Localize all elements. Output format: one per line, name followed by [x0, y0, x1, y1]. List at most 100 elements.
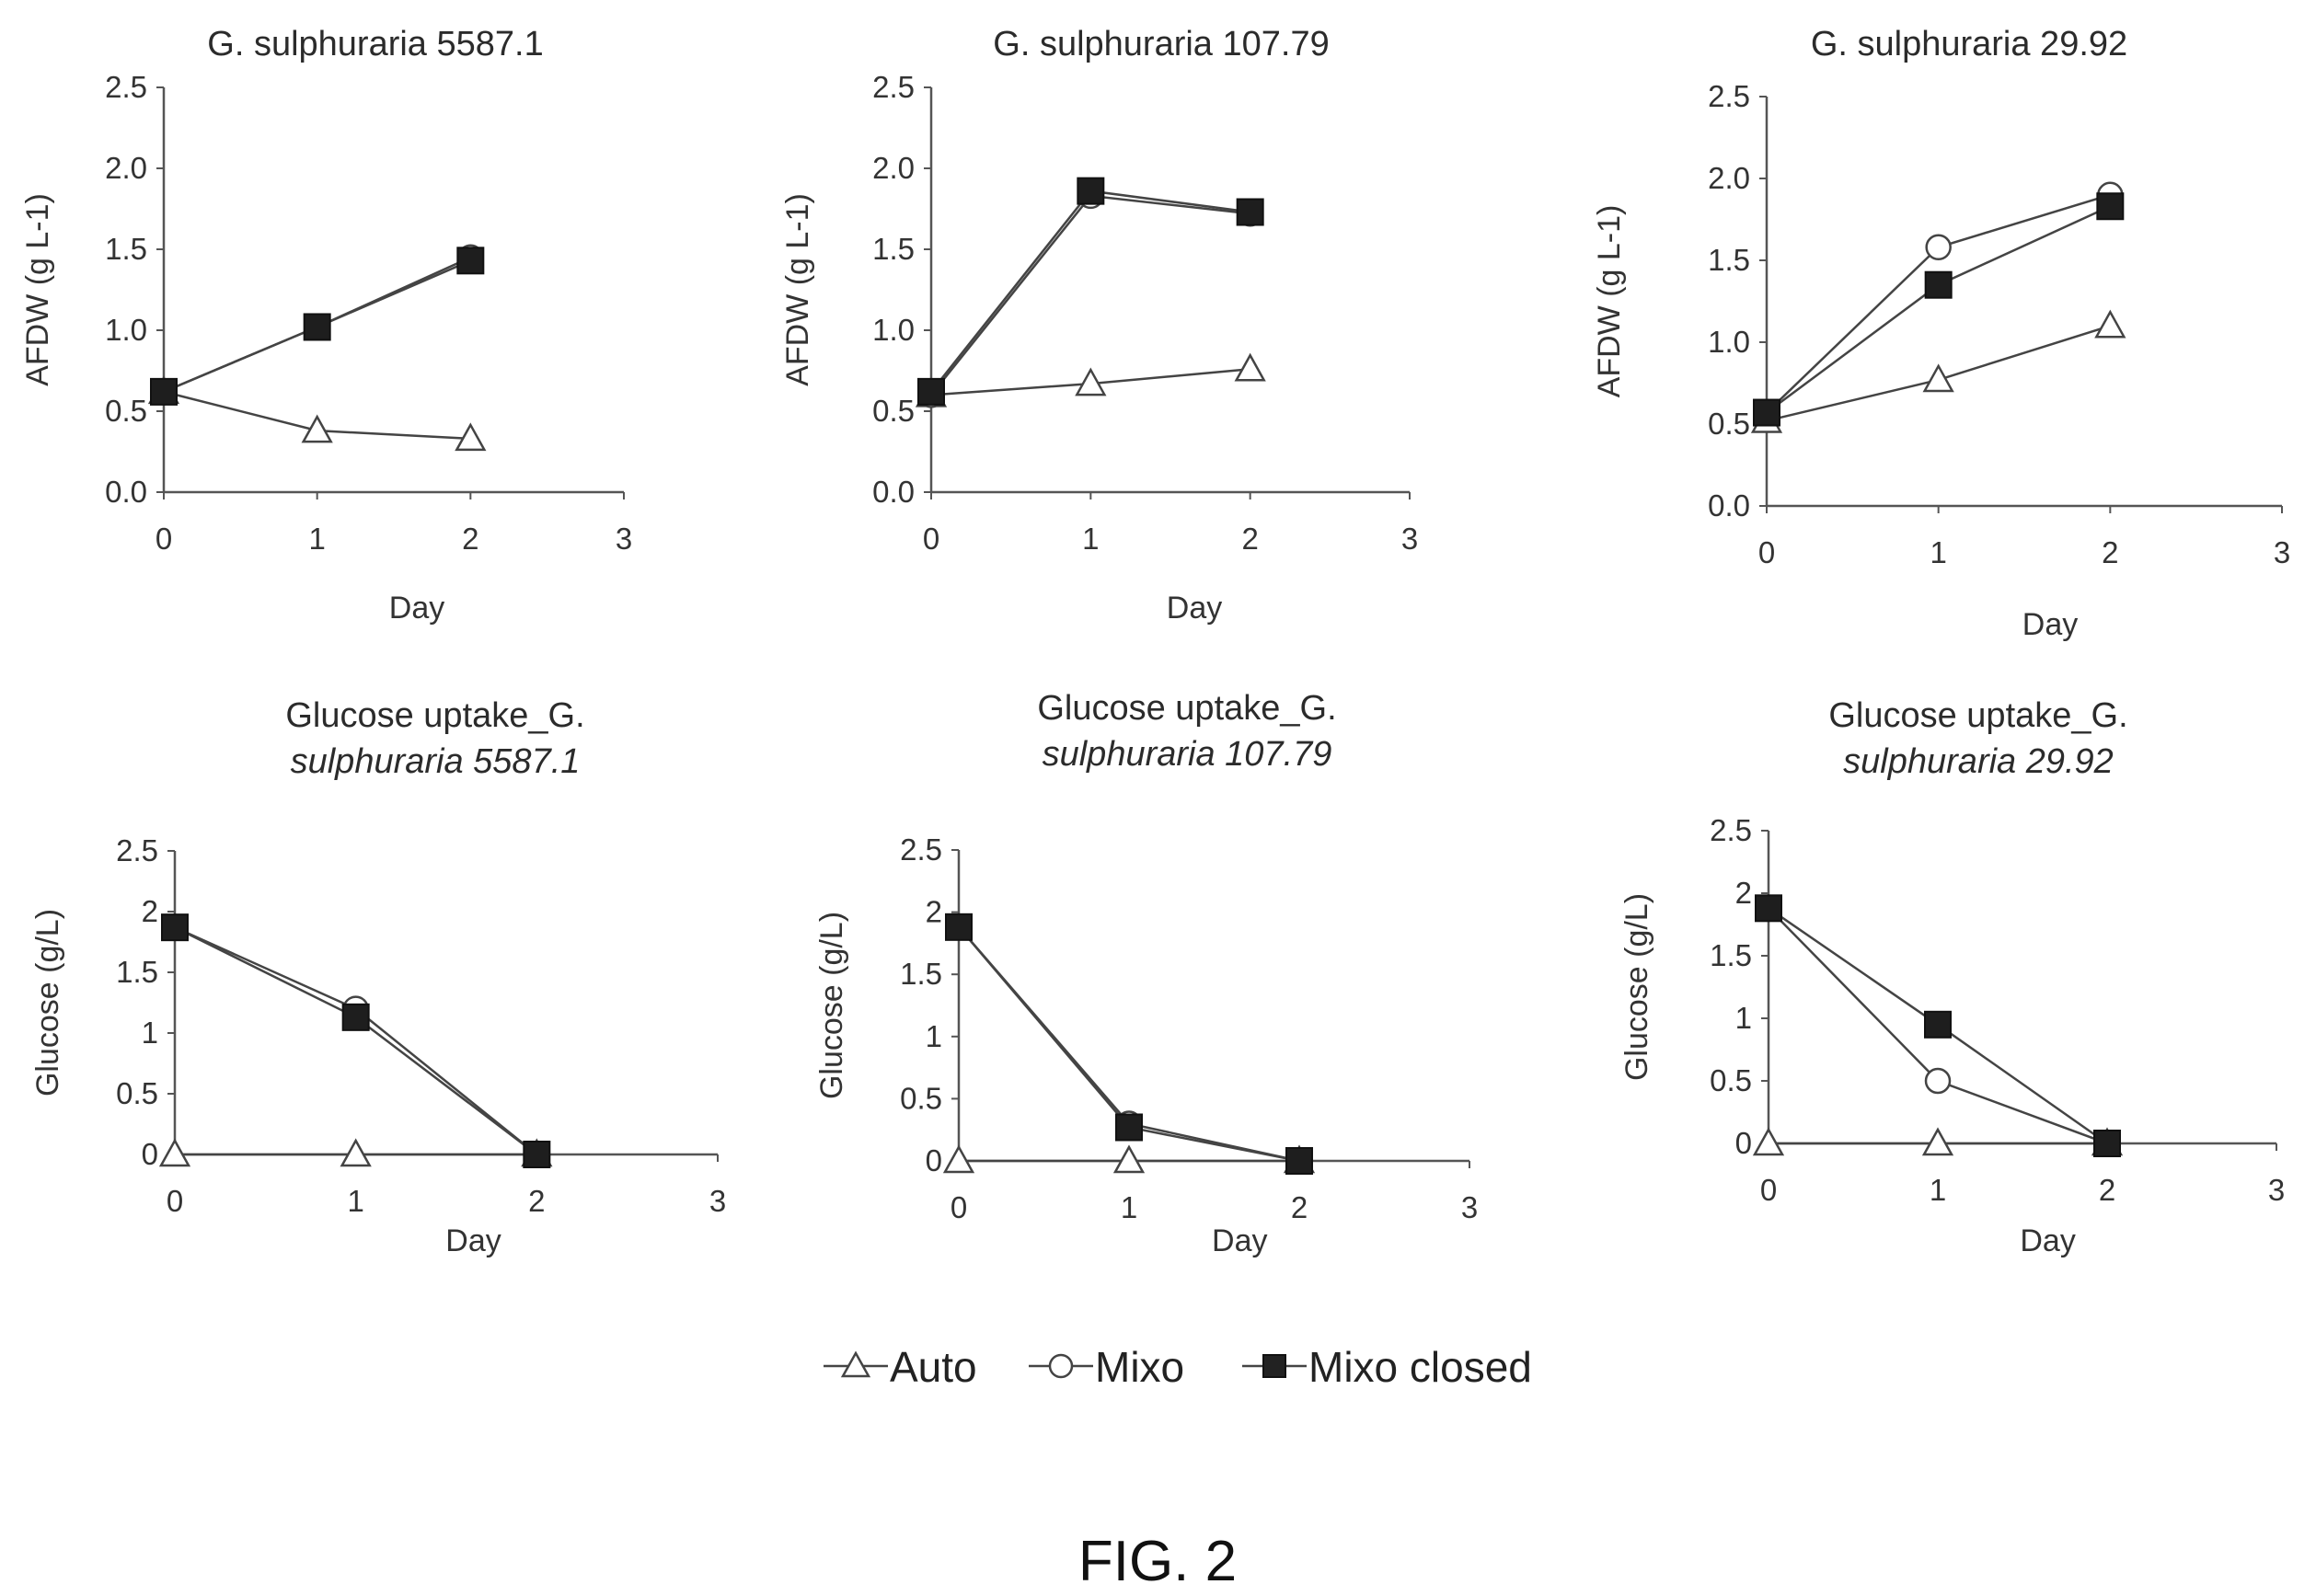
data-point-mixo-closed [1755, 894, 1782, 923]
data-point-mixo-closed [917, 377, 945, 406]
data-point-auto [455, 422, 487, 452]
data-point-auto [301, 414, 333, 443]
data-point-mixo-closed [1924, 1010, 1952, 1039]
y-axis-label: AFDW (g L-1) [1592, 205, 1627, 398]
x-tick-label: 0 [923, 522, 939, 556]
chart-title: Glucose uptake_G. [1828, 696, 2127, 735]
y-tick-label: 0.5 [1710, 1063, 1752, 1097]
data-point-mixo-closed [456, 247, 485, 275]
x-axis-label: Day [2020, 1223, 2075, 1258]
x-axis-label: Day [445, 1223, 501, 1258]
x-tick-label: 2 [528, 1184, 545, 1218]
y-tick-label: 0.0 [1708, 488, 1750, 522]
data-point-mixo-closed [1285, 1147, 1313, 1175]
y-tick-label: 0.5 [116, 1076, 158, 1110]
y-tick-label: 2.5 [1710, 813, 1752, 847]
y-tick-label: 2.5 [872, 70, 915, 104]
y-axis-label: Glucose (g/L) [814, 912, 849, 1099]
x-tick-label: 0 [951, 1190, 967, 1224]
legend-label-mixo: Mixo [1095, 1343, 1184, 1391]
y-tick-label: 1 [142, 1016, 158, 1050]
y-tick-label: 1.0 [105, 313, 147, 347]
data-point-auto [942, 1144, 975, 1174]
y-tick-label: 1.5 [872, 232, 915, 266]
y-tick-label: 2.0 [105, 151, 147, 185]
x-axis-label: Day [2022, 607, 2078, 642]
chart-title-line2: sulphuraria 5587.1 [291, 742, 581, 781]
x-tick-label: 0 [167, 1184, 183, 1218]
y-tick-label: 2.5 [116, 833, 158, 867]
y-tick-label: 2 [1735, 876, 1752, 910]
x-axis-label: Day [389, 591, 444, 626]
x-tick-label: 1 [1930, 535, 1946, 569]
y-tick-label: 0.5 [872, 394, 915, 428]
y-axis-label: AFDW (g L-1) [780, 193, 815, 386]
x-tick-label: 1 [1121, 1190, 1137, 1224]
legend-label-auto: Auto [890, 1343, 977, 1391]
y-tick-label: 0 [926, 1143, 942, 1177]
data-point-mixo-closed [303, 313, 331, 341]
data-point-mixo-closed [523, 1141, 551, 1168]
chart-panel: G. sulphuraria 29.92 0.0 0.5 1.0 1.5 2.0 2.5 0 1… [1592, 25, 2290, 642]
x-tick-label: 3 [1401, 522, 1418, 556]
y-tick-label: 2 [142, 894, 158, 928]
y-tick-label: 1.5 [1710, 938, 1752, 972]
series-line [174, 926, 538, 1155]
chart-title: G. sulphuraria 29.92 [1811, 25, 2127, 63]
data-point-mixo-closed [945, 913, 973, 941]
x-tick-label: 2 [2102, 535, 2118, 569]
chart-panel: Glucose uptake_G. sulphuraria 5587.1 0 0.5 1… [30, 696, 726, 1258]
chart-title-line2: sulphuraria 107.79 [1043, 735, 1332, 774]
legend-item-mixo: Mixo [1029, 1343, 1184, 1391]
x-tick-label: 1 [1082, 522, 1099, 556]
x-tick-label: 3 [709, 1184, 726, 1218]
square-marker-icon [1262, 1354, 1286, 1378]
y-axis-label: Glucose (g/L) [30, 909, 65, 1097]
x-tick-label: 3 [2274, 535, 2290, 569]
x-tick-label: 1 [308, 522, 325, 556]
x-tick-label: 3 [616, 522, 632, 556]
data-point-mixo-closed [1924, 270, 1953, 299]
x-tick-label: 2 [1241, 522, 1258, 556]
y-tick-label: 0.5 [1708, 407, 1750, 441]
series-line [930, 189, 1250, 393]
y-tick-label: 1.0 [872, 313, 915, 347]
data-point-auto [1921, 1127, 1954, 1156]
triangle-marker-icon [840, 1350, 871, 1378]
data-point-mixo-closed [161, 913, 189, 942]
x-tick-label: 1 [347, 1184, 363, 1218]
chart-title: Glucose uptake_G. [285, 696, 584, 735]
y-tick-label: 2.5 [900, 832, 942, 867]
y-tick-label: 0.0 [872, 475, 915, 509]
data-point-auto [1075, 367, 1107, 396]
data-point-auto [2094, 309, 2126, 339]
y-tick-label: 0 [142, 1137, 158, 1171]
legend-item-mixo-closed: Mixo closed [1242, 1343, 1532, 1391]
data-point-mixo-closed [2096, 192, 2125, 221]
data-point-mixo [1925, 234, 1952, 261]
chart-title: G. sulphuraria 5587.1 [207, 25, 543, 63]
y-tick-label: 0.5 [105, 394, 147, 428]
data-point-auto [158, 1138, 191, 1167]
data-point-auto [1922, 363, 1954, 393]
x-tick-label: 0 [156, 522, 172, 556]
y-tick-label: 1.5 [900, 957, 942, 991]
data-point-mixo-closed [2093, 1130, 2121, 1157]
chart-panel: Glucose uptake_G. sulphuraria 29.92 0 0.5 1 1… [1619, 696, 2285, 1258]
data-point-auto [1234, 352, 1266, 382]
data-point-auto [340, 1138, 372, 1167]
x-tick-label: 0 [1758, 535, 1775, 569]
data-point-auto [1752, 1127, 1785, 1156]
chart-panel: Glucose uptake_G. sulphuraria 107.79 0 0.5 1… [814, 689, 1478, 1258]
y-axis-label: Glucose (g/L) [1619, 893, 1654, 1081]
x-tick-label: 2 [2099, 1173, 2115, 1207]
data-point-mixo-closed [341, 1003, 370, 1031]
x-tick-label: 1 [1930, 1173, 1946, 1207]
x-axis-label: Day [1167, 591, 1222, 626]
y-tick-label: 1.5 [1708, 243, 1750, 277]
figure-label: FIG. 2 [1078, 1530, 1237, 1593]
legend-label-mixo-closed: Mixo closed [1308, 1343, 1532, 1391]
y-tick-label: 2.5 [1708, 79, 1750, 113]
y-tick-label: 1 [926, 1019, 942, 1053]
